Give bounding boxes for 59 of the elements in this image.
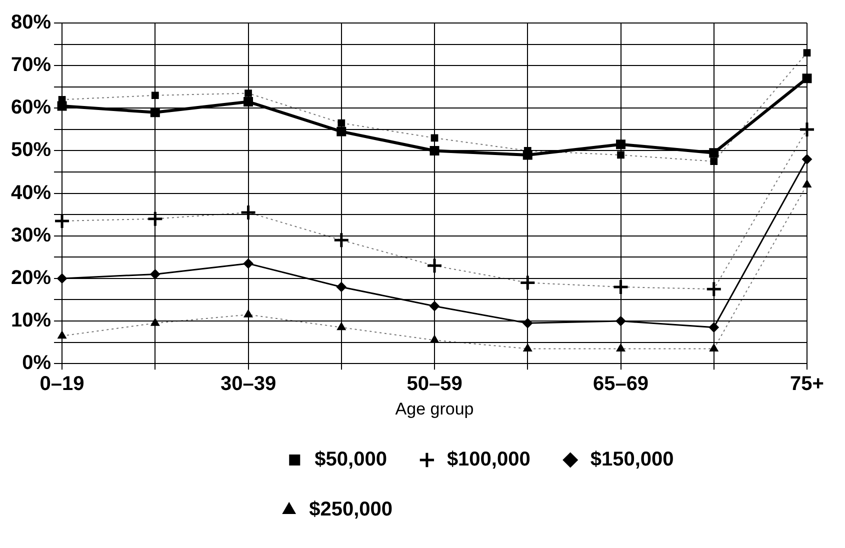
point (333, 232, 350, 248)
point (150, 318, 160, 326)
point (612, 278, 630, 296)
point (802, 74, 812, 84)
point (706, 280, 722, 298)
point (802, 180, 812, 188)
x-tick-label: 50–59 (406, 373, 462, 396)
x-tick-label: 0–19 (40, 373, 84, 396)
point (146, 210, 164, 228)
y-tick-label: 0% (22, 352, 52, 374)
point (709, 344, 718, 352)
point (523, 344, 532, 352)
point (430, 134, 438, 142)
legend-label: $150,000 (590, 448, 674, 471)
y-tick-label: 20% (11, 266, 52, 289)
point (617, 151, 624, 159)
legend-label: $100,000 (446, 448, 530, 471)
point (336, 282, 346, 292)
point (244, 90, 252, 97)
point (708, 322, 719, 332)
point (243, 258, 254, 269)
y-tick-label: 80% (11, 12, 52, 34)
point (244, 97, 254, 107)
point (616, 140, 626, 150)
point (803, 49, 811, 56)
point (244, 310, 253, 318)
y-tick-label: 70% (11, 54, 52, 76)
point (430, 146, 440, 156)
point (709, 148, 719, 158)
y-tick-label: 10% (11, 310, 52, 332)
point (150, 269, 160, 280)
point (798, 121, 816, 138)
point (336, 322, 346, 330)
point (426, 257, 443, 274)
y-tick-label: 50% (11, 139, 52, 162)
point (58, 330, 66, 339)
y-tick-label: 60% (11, 96, 52, 119)
point (522, 318, 533, 328)
point (150, 108, 160, 118)
point (616, 316, 626, 326)
point (336, 126, 346, 136)
point (430, 301, 440, 312)
point (616, 344, 626, 352)
point (240, 204, 257, 221)
point (57, 273, 68, 284)
point (710, 158, 718, 166)
point (151, 92, 159, 100)
point (430, 335, 439, 343)
x-axis-title: Age group (395, 399, 474, 418)
x-tick-label: 75+ (790, 373, 824, 396)
point (519, 274, 536, 291)
x-tick-label: 65–69 (592, 373, 649, 396)
x-tick-label: 30–39 (220, 373, 276, 396)
y-tick-label: 30% (11, 224, 52, 246)
legend-label: $50,000 (314, 448, 387, 471)
point (802, 154, 812, 164)
y-tick-label: 40% (11, 182, 52, 204)
legend-label: $250,000 (309, 498, 393, 521)
point (338, 119, 346, 127)
